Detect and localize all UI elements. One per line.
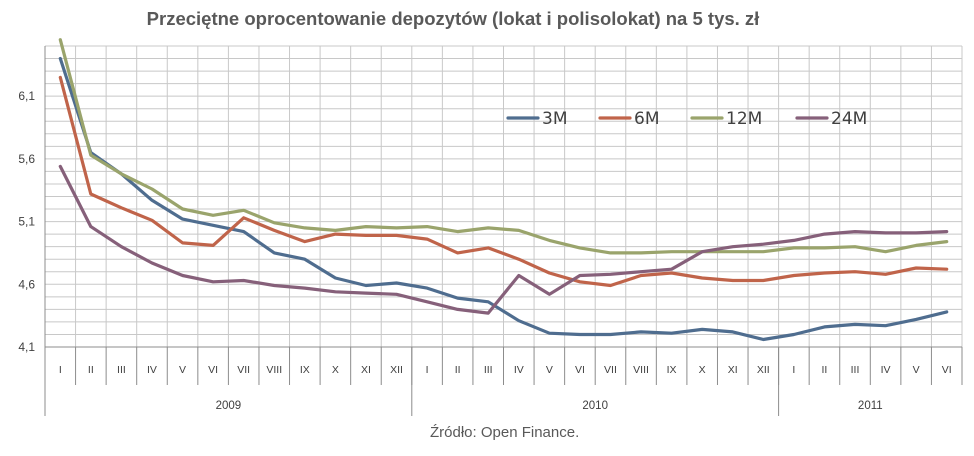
year-label: 2010	[582, 400, 608, 412]
x-tick-label: IX	[667, 364, 677, 376]
x-tick-label: III	[117, 364, 126, 376]
year-labels: 2009 2010 2011	[216, 400, 883, 412]
y-tick-label: 4,1	[18, 340, 35, 354]
x-tick-label: VI	[575, 364, 585, 376]
series-line-12M	[58, 38, 949, 255]
legend-label-3M: 3M	[542, 109, 567, 129]
x-tick-label: VII	[604, 364, 617, 376]
x-tick-label: I	[426, 364, 429, 376]
year-label: 2011	[858, 400, 883, 412]
y-tick-label: 5,1	[18, 215, 35, 229]
x-tick-label: VI	[208, 364, 218, 376]
x-tick-label: VIII	[266, 364, 282, 376]
y-tick-label: 4,6	[18, 277, 35, 291]
x-tick-label: XI	[361, 364, 371, 376]
x-tick-label: V	[546, 364, 553, 376]
series-lines	[58, 38, 949, 342]
x-tick-label: II	[822, 364, 828, 376]
series-line-24M	[58, 164, 949, 315]
y-tick-label: 6,1	[18, 89, 35, 103]
legend: 3M 6M 12M 24M	[506, 109, 867, 129]
x-tick-label: VIII	[633, 364, 649, 376]
x-tick-label: V	[913, 364, 920, 376]
year-label: 2009	[216, 400, 242, 412]
y-tick-label: 5,6	[18, 152, 35, 166]
source-note: Źródło: Open Finance.	[430, 424, 580, 441]
legend-label-12M: 12M	[726, 109, 762, 129]
x-tick-label: IV	[514, 364, 524, 376]
y-tick-labels: 4,1 4,6 5,1 5,6 6,1	[18, 89, 35, 354]
x-tick-labels: I II III IV V VI VII VIII IX X XI XII I II III IV V VI VII…	[59, 364, 952, 376]
chart-title: Przeciętne oprocentowanie depozytów (lok…	[146, 8, 760, 29]
series-line-3M	[58, 56, 949, 342]
x-tick-label: VI	[942, 364, 952, 376]
x-tick-label: I	[59, 364, 62, 376]
x-tick-label: III	[851, 364, 860, 376]
x-tick-label: IV	[147, 364, 157, 376]
x-tick-label: IV	[881, 364, 891, 376]
x-tick-label: II	[88, 364, 94, 376]
x-tick-label: XI	[728, 364, 738, 376]
x-tick-label: X	[699, 364, 706, 376]
x-tick-label: VII	[237, 364, 250, 376]
x-tick-label: XII	[757, 364, 770, 376]
axes	[44, 46, 963, 416]
legend-label-24M: 24M	[831, 109, 867, 129]
x-tick-label: I	[792, 364, 795, 376]
grid	[44, 45, 963, 348]
series-line-6M	[58, 75, 949, 288]
x-tick-label: V	[179, 364, 186, 376]
x-tick-label: X	[332, 364, 339, 376]
x-tick-label: XII	[390, 364, 403, 376]
x-tick-label: III	[484, 364, 493, 376]
x-tick-label: II	[455, 364, 461, 376]
legend-label-6M: 6M	[634, 109, 659, 129]
x-tick-label: IX	[300, 364, 310, 376]
